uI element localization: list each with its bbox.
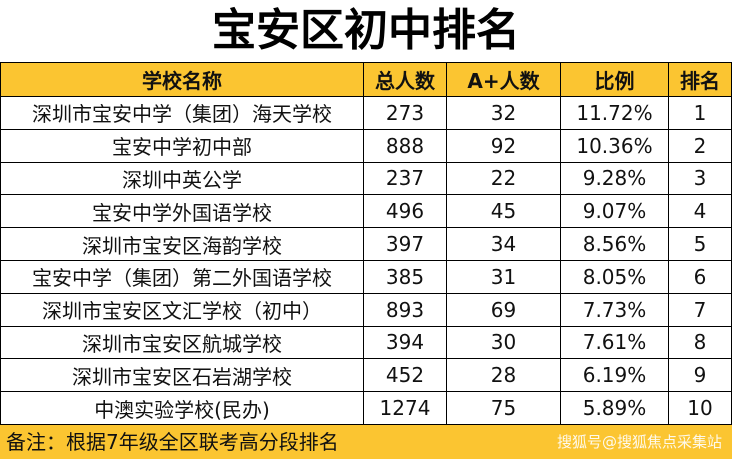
table-cell: 11.72%	[560, 96, 669, 130]
header-cell: 学校名称	[0, 62, 364, 97]
ranking-table: 学校名称 总人数 A+人数 比例 排名 深圳市宝安中学（集团）海天学校 273 32 11.7…	[0, 62, 732, 425]
table-cell: 5	[668, 227, 732, 261]
footer-note: 备注：根据7年级全区联考高分段排名	[6, 430, 339, 454]
table-cell: 中澳实验学校(民办)	[0, 391, 364, 425]
table-cell: 75	[446, 391, 561, 425]
table-row: 深圳市宝安区文汇学校（初中） 893 69 7.73% 7	[0, 292, 732, 327]
table-row: 深圳市宝安区航城学校 394 30 7.61% 8	[0, 325, 732, 360]
table-cell: 397	[363, 227, 447, 261]
table-cell: 深圳市宝安中学（集团）海天学校	[0, 96, 364, 130]
table-cell: 深圳市宝安区海韵学校	[0, 227, 364, 261]
table-row: 宝安中学外国语学校 496 45 9.07% 4	[0, 194, 732, 229]
footer: 备注：根据7年级全区联考高分段排名 搜狐号@搜狐焦点采集站	[0, 425, 732, 459]
table-cell: 8.05%	[560, 259, 669, 294]
table-row: 深圳市宝安区海韵学校 397 34 8.56% 5	[0, 227, 732, 261]
table-cell: 8.56%	[560, 227, 669, 261]
table-row: 宝安中学初中部 888 92 10.36% 2	[0, 128, 732, 163]
table-cell: 30	[446, 325, 561, 360]
table-cell: 496	[363, 194, 447, 229]
header-row: 学校名称 总人数 A+人数 比例 排名	[0, 62, 732, 97]
table-cell: 4	[668, 194, 732, 229]
table-cell: 宝安中学（集团）第二外国语学校	[0, 259, 364, 294]
table-cell: 深圳市宝安区石岩湖学校	[0, 358, 364, 393]
table-cell: 9.07%	[560, 194, 669, 229]
table-cell: 深圳市宝安区文汇学校（初中）	[0, 292, 364, 327]
header-cell: 总人数	[363, 62, 447, 97]
table-cell: 6.19%	[560, 358, 669, 393]
table-cell: 2	[668, 128, 732, 163]
table-cell: 45	[446, 194, 561, 229]
table-cell: 9	[668, 358, 732, 393]
table-cell: 1274	[363, 391, 447, 425]
table-cell: 7.73%	[560, 292, 669, 327]
watermark: 搜狐号@搜狐焦点采集站	[556, 433, 722, 451]
title: 宝安区初中排名	[212, 5, 520, 56]
table-cell: 237	[363, 161, 447, 196]
table-cell: 273	[363, 96, 447, 130]
table-cell: 宝安中学外国语学校	[0, 194, 364, 229]
table-cell: 34	[446, 227, 561, 261]
table-cell: 28	[446, 358, 561, 393]
table-cell: 6	[668, 259, 732, 294]
table-cell: 深圳中英公学	[0, 161, 364, 196]
table-cell: 5.89%	[560, 391, 669, 425]
table-row: 宝安中学（集团）第二外国语学校 385 31 8.05% 6	[0, 259, 732, 294]
table-row: 深圳中英公学 237 22 9.28% 3	[0, 161, 732, 196]
table-cell: 宝安中学初中部	[0, 128, 364, 163]
header-cell: 排名	[668, 62, 732, 97]
table-cell: 7	[668, 292, 732, 327]
table-cell: 22	[446, 161, 561, 196]
table-row: 深圳市宝安区石岩湖学校 452 28 6.19% 9	[0, 358, 732, 393]
table-cell: 893	[363, 292, 447, 327]
table-cell: 3	[668, 161, 732, 196]
header-cell: 比例	[560, 62, 669, 97]
table-cell: 10	[668, 391, 732, 425]
table-cell: 69	[446, 292, 561, 327]
table-cell: 31	[446, 259, 561, 294]
table-cell: 394	[363, 325, 447, 360]
table-cell: 7.61%	[560, 325, 669, 360]
table-cell: 9.28%	[560, 161, 669, 196]
table-cell: 32	[446, 96, 561, 130]
header-cell: A+人数	[446, 62, 561, 97]
table-cell: 452	[363, 358, 447, 393]
table-cell: 1	[668, 96, 732, 130]
table-cell: 92	[446, 128, 561, 163]
table-cell: 888	[363, 128, 447, 163]
table-body: 深圳市宝安中学（集团）海天学校 273 32 11.72% 1 宝安中学初中部 888 92 1…	[0, 96, 732, 425]
table-row: 中澳实验学校(民办) 1274 75 5.89% 10	[0, 391, 732, 425]
table-cell: 385	[363, 259, 447, 294]
table-cell: 10.36%	[560, 128, 669, 163]
table-row: 深圳市宝安中学（集团）海天学校 273 32 11.72% 1	[0, 96, 732, 130]
table-cell: 8	[668, 325, 732, 360]
table-cell: 深圳市宝安区航城学校	[0, 325, 364, 360]
